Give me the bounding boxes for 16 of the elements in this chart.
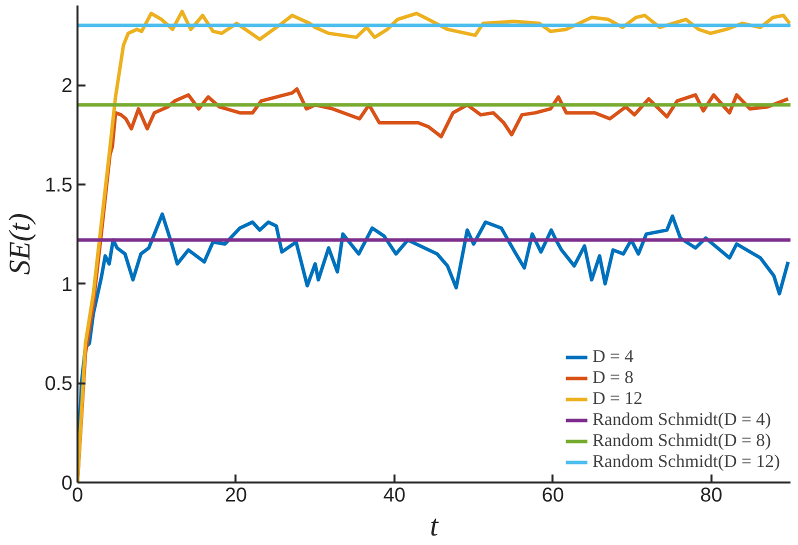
- legend-label: Random Schmidt(D = 8): [592, 430, 771, 451]
- legend-label: D = 8: [592, 367, 634, 388]
- y-tick-label: 1: [61, 274, 72, 296]
- y-axis-title: SE(t): [4, 213, 37, 275]
- x-tick-label: 80: [700, 484, 722, 506]
- legend-label: D = 12: [592, 388, 643, 409]
- y-tick-label: 2: [61, 75, 72, 97]
- y-tick-label: 1.5: [44, 174, 73, 196]
- x-tick-label: 60: [542, 484, 564, 506]
- legend-label: Random Schmidt(D = 4): [592, 409, 771, 430]
- x-tick-label: 40: [383, 484, 406, 506]
- legend-label: D = 4: [592, 346, 634, 367]
- x-axis-title: t: [430, 510, 439, 542]
- legend-label: Random Schmidt(D = 12): [592, 451, 780, 472]
- x-tick-label: 20: [224, 484, 248, 506]
- y-tick-label: 0.5: [44, 373, 73, 396]
